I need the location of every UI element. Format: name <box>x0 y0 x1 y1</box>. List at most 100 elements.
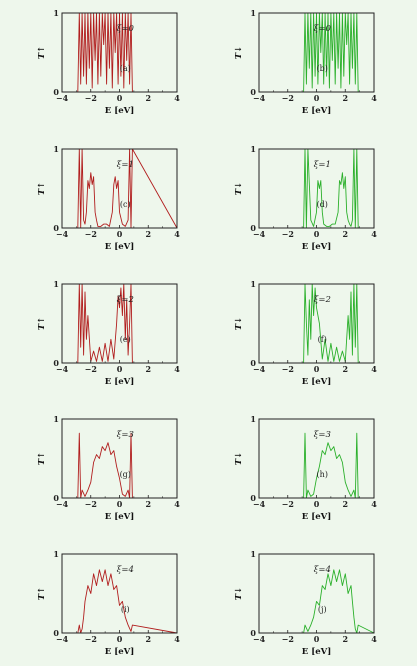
x-tick-label: −4 <box>253 229 266 239</box>
y-tick-label: 0 <box>53 223 59 233</box>
x-axis-label: E [eV] <box>302 512 331 522</box>
panel-f: −4 −2 0 2 4 0 1 E [eV] T↓ ξ=2 (f) <box>234 279 377 387</box>
y-tick-label: 0 <box>53 358 59 368</box>
xi-label: ξ=1 <box>314 160 331 170</box>
x-tick-label: 0 <box>117 499 123 509</box>
y-axis-label: T↓ <box>234 587 244 600</box>
xi-label: ξ=0 <box>117 24 135 34</box>
x-tick-label: 0 <box>314 634 320 644</box>
panel-label: (j) <box>318 605 327 614</box>
y-tick-label: 0 <box>53 87 59 97</box>
panel-label: (f) <box>318 335 327 344</box>
x-tick-label: 4 <box>174 93 180 103</box>
x-tick-label: −4 <box>56 364 69 374</box>
panel-label: (e) <box>120 335 131 344</box>
x-tick-label: −4 <box>253 634 266 644</box>
panel-label: (g) <box>120 470 131 479</box>
y-tick-label: 1 <box>53 549 59 559</box>
y-tick-label: 1 <box>250 144 256 154</box>
x-tick-label: 2 <box>145 364 151 374</box>
x-tick-label: 2 <box>145 634 151 644</box>
xi-label: ξ=2 <box>314 295 331 305</box>
x-tick-label: 2 <box>342 229 348 239</box>
x-tick-label: 0 <box>314 364 320 374</box>
x-tick-label: −2 <box>282 364 294 374</box>
x-axis-label: E [eV] <box>105 647 134 657</box>
y-axis-label: T↓ <box>234 317 244 330</box>
xi-label: ξ=2 <box>117 295 134 305</box>
x-axis-label: E [eV] <box>105 512 134 522</box>
x-tick-label: 2 <box>145 93 151 103</box>
y-axis-label: T↑ <box>37 317 47 330</box>
x-tick-label: 0 <box>117 93 123 103</box>
series-line <box>62 148 178 229</box>
panel-c: −4 −2 0 2 4 0 1 E [eV] T↑ ξ=1 (c) <box>37 144 180 252</box>
y-tick-label: 1 <box>53 144 59 154</box>
y-tick-label: 0 <box>250 493 256 503</box>
x-tick-label: −2 <box>282 499 294 509</box>
series-line <box>62 569 178 634</box>
y-tick-label: 1 <box>250 414 256 424</box>
x-tick-label: −2 <box>282 229 294 239</box>
y-tick-label: 1 <box>250 8 256 18</box>
panel-j: −4 −2 0 2 4 0 1 E [eV] T↓ ξ=4 (j) <box>234 549 377 657</box>
y-tick-label: 1 <box>250 279 256 289</box>
x-tick-label: 0 <box>117 229 123 239</box>
panel-label: (h) <box>317 470 328 479</box>
x-tick-label: 4 <box>174 364 180 374</box>
panel-label: (c) <box>120 200 131 209</box>
y-tick-label: 1 <box>250 549 256 559</box>
x-tick-label: 4 <box>371 634 377 644</box>
y-tick-label: 0 <box>250 628 256 638</box>
series-line <box>62 432 177 499</box>
x-tick-label: −2 <box>282 634 294 644</box>
x-tick-label: 4 <box>174 634 180 644</box>
x-tick-label: 0 <box>314 229 320 239</box>
panel-label: (a) <box>120 64 131 73</box>
x-tick-label: 4 <box>371 93 377 103</box>
x-tick-label: 4 <box>371 499 377 509</box>
series-line <box>259 148 374 229</box>
series-line <box>259 283 374 364</box>
y-axis-label: T↑ <box>37 452 47 465</box>
x-tick-label: 4 <box>371 364 377 374</box>
x-tick-label: −4 <box>56 634 69 644</box>
x-tick-label: −4 <box>253 499 266 509</box>
panel-e: −4 −2 0 2 4 0 1 E [eV] T↑ ξ=2 (e) <box>37 279 180 387</box>
y-tick-label: 1 <box>53 414 59 424</box>
y-axis-label: T↑ <box>37 587 47 600</box>
x-tick-label: 2 <box>342 634 348 644</box>
x-tick-label: −4 <box>253 93 266 103</box>
y-tick-label: 0 <box>250 87 256 97</box>
series-line <box>259 432 374 499</box>
y-tick-label: 0 <box>53 493 59 503</box>
x-tick-label: −4 <box>56 499 69 509</box>
y-axis-label: T↓ <box>234 182 244 195</box>
y-tick-label: 1 <box>53 8 59 18</box>
series-line <box>259 569 375 634</box>
panel-i: −4 −2 0 2 4 0 1 E [eV] T↑ ξ=4 (i) <box>37 549 180 657</box>
x-tick-label: −2 <box>85 93 97 103</box>
x-axis-label: E [eV] <box>302 242 331 252</box>
x-tick-label: −2 <box>85 229 97 239</box>
xi-label: ξ=4 <box>117 565 134 575</box>
x-tick-label: 0 <box>117 634 123 644</box>
y-tick-label: 0 <box>250 223 256 233</box>
x-tick-label: 4 <box>174 499 180 509</box>
xi-label: ξ=1 <box>117 160 134 170</box>
x-axis-label: E [eV] <box>302 377 331 387</box>
x-tick-label: 0 <box>314 499 320 509</box>
xi-label: ξ=0 <box>314 24 332 34</box>
y-tick-label: 0 <box>250 358 256 368</box>
x-tick-label: 2 <box>145 499 151 509</box>
y-axis-label: T↓ <box>234 46 244 59</box>
panel-h: −4 −2 0 2 4 0 1 E [eV] T↓ ξ=3 (h) <box>234 414 377 522</box>
x-tick-label: 2 <box>342 93 348 103</box>
series-line <box>62 283 177 364</box>
x-tick-label: −2 <box>85 364 97 374</box>
x-tick-label: 2 <box>342 499 348 509</box>
x-tick-label: 4 <box>371 229 377 239</box>
x-axis-label: E [eV] <box>105 106 134 116</box>
x-axis-label: E [eV] <box>105 242 134 252</box>
